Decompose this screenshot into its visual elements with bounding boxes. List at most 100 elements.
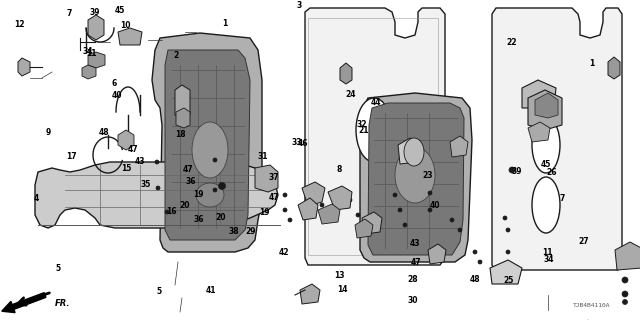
Circle shape: [165, 210, 169, 214]
Circle shape: [623, 300, 627, 305]
Text: 14: 14: [337, 285, 348, 294]
Polygon shape: [428, 244, 446, 264]
Text: 32: 32: [356, 120, 367, 129]
Text: 33: 33: [292, 138, 302, 147]
Circle shape: [428, 208, 432, 212]
Text: 37: 37: [269, 173, 279, 182]
Text: 34: 34: [83, 47, 93, 56]
FancyArrow shape: [2, 293, 46, 313]
Text: 2: 2: [173, 52, 179, 60]
Text: 7: 7: [559, 194, 564, 203]
Text: 6: 6: [111, 79, 116, 88]
Circle shape: [320, 203, 324, 207]
Polygon shape: [368, 103, 464, 255]
Text: 44: 44: [371, 98, 381, 107]
Text: 35: 35: [141, 180, 151, 189]
Text: 26: 26: [547, 168, 557, 177]
Text: 7: 7: [67, 9, 72, 18]
Text: 48: 48: [99, 128, 109, 137]
Circle shape: [622, 277, 628, 283]
Circle shape: [509, 167, 515, 173]
Text: 27: 27: [579, 237, 589, 246]
Circle shape: [218, 182, 225, 189]
Circle shape: [506, 250, 510, 254]
Polygon shape: [615, 242, 640, 270]
Text: 28: 28: [408, 275, 418, 284]
Circle shape: [155, 160, 159, 164]
Text: 5: 5: [156, 287, 161, 296]
Text: 11: 11: [86, 49, 97, 58]
Polygon shape: [300, 284, 320, 304]
Text: FR.: FR.: [55, 300, 70, 308]
Text: 48: 48: [470, 276, 480, 284]
Circle shape: [156, 186, 160, 190]
Circle shape: [473, 250, 477, 254]
Text: 20: 20: [179, 201, 189, 210]
Text: 22: 22: [507, 38, 517, 47]
Text: 1: 1: [589, 60, 595, 68]
Ellipse shape: [356, 98, 392, 162]
Polygon shape: [328, 186, 352, 210]
Polygon shape: [176, 108, 190, 128]
Text: 18: 18: [175, 130, 186, 139]
Circle shape: [506, 228, 510, 232]
Circle shape: [398, 208, 402, 212]
Text: 41: 41: [206, 286, 216, 295]
Text: 16: 16: [166, 207, 177, 216]
Circle shape: [458, 228, 462, 232]
Text: 10: 10: [120, 21, 131, 30]
Text: 43: 43: [410, 239, 420, 248]
Text: 47: 47: [411, 258, 421, 267]
Text: 24: 24: [346, 90, 356, 99]
Text: 19: 19: [259, 208, 269, 217]
Text: 5: 5: [55, 264, 60, 273]
Text: 39: 39: [90, 8, 100, 17]
Circle shape: [213, 158, 217, 162]
Text: 3: 3: [297, 1, 302, 10]
Circle shape: [403, 223, 407, 227]
Polygon shape: [175, 85, 190, 118]
Text: 29: 29: [246, 227, 256, 236]
Polygon shape: [305, 8, 445, 265]
Text: 23: 23: [422, 172, 433, 180]
Polygon shape: [528, 90, 562, 130]
Text: 36: 36: [193, 215, 204, 224]
Text: 12: 12: [14, 20, 24, 29]
Circle shape: [622, 291, 628, 297]
Ellipse shape: [532, 117, 560, 173]
Circle shape: [283, 208, 287, 212]
Text: 43: 43: [134, 157, 145, 166]
Circle shape: [393, 193, 397, 197]
Circle shape: [450, 218, 454, 222]
Text: 1: 1: [223, 19, 228, 28]
Ellipse shape: [395, 147, 435, 203]
Circle shape: [318, 190, 322, 194]
Polygon shape: [88, 15, 104, 40]
Text: 9: 9: [45, 128, 51, 137]
Text: TJB4B4110A: TJB4B4110A: [573, 303, 610, 308]
Polygon shape: [362, 212, 382, 234]
Text: 40: 40: [430, 201, 440, 210]
Ellipse shape: [532, 177, 560, 233]
Polygon shape: [528, 122, 550, 142]
Text: 42: 42: [278, 248, 289, 257]
Polygon shape: [355, 219, 373, 238]
Circle shape: [478, 260, 482, 264]
Text: 20: 20: [216, 213, 226, 222]
Text: 15: 15: [122, 164, 132, 173]
Polygon shape: [318, 204, 340, 224]
Polygon shape: [398, 138, 420, 164]
Text: 47: 47: [128, 145, 138, 154]
Text: 47: 47: [182, 165, 193, 174]
Text: 36: 36: [186, 177, 196, 186]
Circle shape: [288, 218, 292, 222]
Ellipse shape: [404, 138, 424, 166]
Circle shape: [348, 198, 352, 202]
Text: 19: 19: [193, 190, 204, 199]
Text: 46: 46: [298, 140, 308, 148]
Polygon shape: [255, 165, 278, 192]
Polygon shape: [360, 93, 472, 262]
Polygon shape: [88, 52, 105, 68]
Text: 17: 17: [67, 152, 77, 161]
Text: 45: 45: [541, 160, 551, 169]
